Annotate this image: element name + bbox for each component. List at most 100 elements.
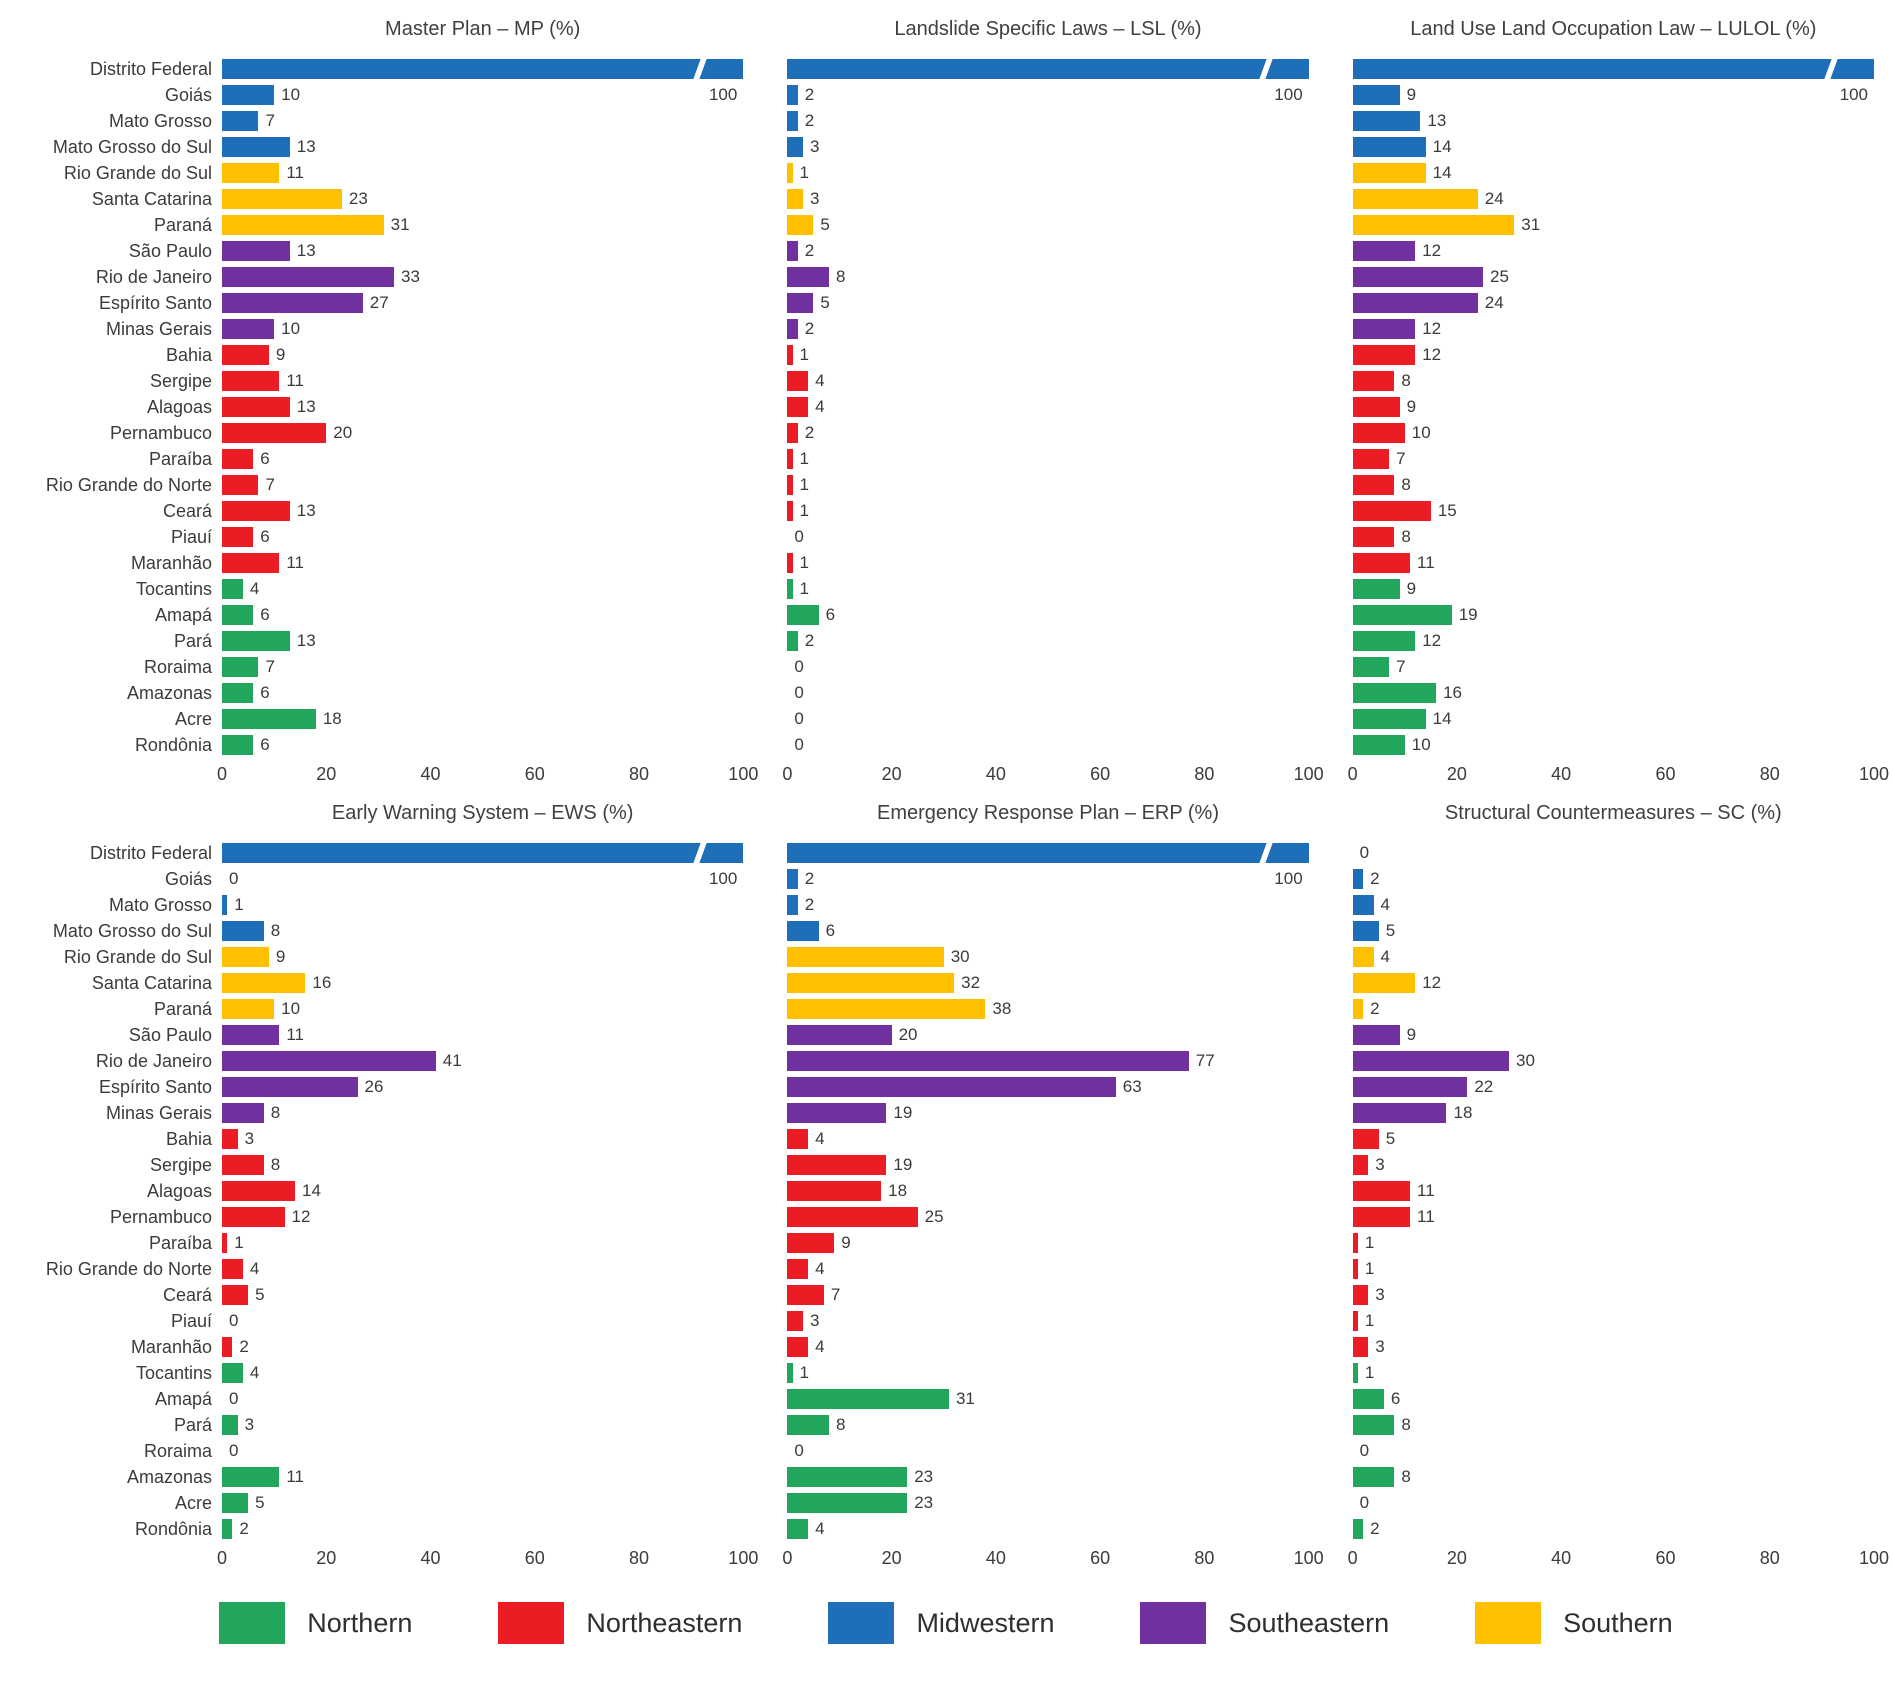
axis-break-mark bbox=[1258, 841, 1274, 865]
bar bbox=[1352, 735, 1405, 755]
value-label: 9 bbox=[1406, 1025, 1417, 1044]
bar-row: 6 bbox=[787, 918, 1308, 944]
bar-row: 1 bbox=[1352, 1230, 1874, 1256]
category-label: Piauí bbox=[170, 1311, 212, 1331]
value-label: 4 bbox=[249, 1259, 260, 1278]
bar bbox=[787, 215, 814, 235]
value-label: 10 bbox=[1411, 423, 1431, 442]
bar-row: 5 bbox=[1352, 1126, 1874, 1152]
bar-row: 0 bbox=[787, 706, 1308, 732]
bar-row: 26 bbox=[222, 1074, 743, 1100]
value-label: 18 bbox=[322, 709, 342, 728]
value-label: 6 bbox=[260, 527, 270, 546]
bar bbox=[1352, 1389, 1384, 1409]
bar bbox=[1352, 1467, 1395, 1487]
bar bbox=[1352, 1415, 1395, 1435]
value-label: 1 bbox=[799, 501, 809, 520]
bar bbox=[787, 1337, 809, 1357]
bar-row: 31 bbox=[1352, 212, 1874, 238]
x-tick-label: 100 bbox=[1293, 1548, 1324, 1568]
value-label: 31 bbox=[1521, 215, 1541, 234]
bar bbox=[787, 841, 1309, 865]
bar-row: 100 bbox=[222, 840, 744, 888]
bar-row: 19 bbox=[787, 1152, 1308, 1178]
bar-row: 9 bbox=[1352, 82, 1874, 108]
value-label: 100 bbox=[1274, 869, 1303, 888]
bar bbox=[787, 869, 798, 889]
value-label: 5 bbox=[1385, 1129, 1396, 1148]
value-label: 12 bbox=[291, 1207, 311, 1226]
bar bbox=[787, 1129, 809, 1149]
value-label: 11 bbox=[286, 553, 304, 572]
value-label: 2 bbox=[804, 111, 815, 130]
bar-row: 2 bbox=[787, 238, 1308, 264]
bar bbox=[787, 1207, 918, 1227]
bar bbox=[787, 57, 1309, 81]
category-label: Sergipe bbox=[149, 371, 212, 391]
value-label: 1 bbox=[1364, 1363, 1375, 1382]
bar bbox=[1352, 1363, 1358, 1383]
bar-row: 12 bbox=[1352, 970, 1874, 996]
bar bbox=[787, 319, 798, 339]
bar-row: 0 bbox=[1353, 1490, 1874, 1516]
x-tick-label: 20 bbox=[881, 764, 902, 784]
legend-swatch-northern bbox=[219, 1602, 286, 1644]
category-label: Rondônia bbox=[134, 735, 212, 755]
bar-row: 2 bbox=[787, 108, 1308, 134]
bar-row: 2 bbox=[787, 892, 1308, 918]
bar-row: 5 bbox=[787, 212, 1308, 238]
bar-row: 100 bbox=[1352, 56, 1874, 104]
value-label: 2 bbox=[804, 631, 815, 650]
bar-row: 41 bbox=[222, 1048, 743, 1074]
value-label: 14 bbox=[1432, 709, 1452, 728]
bar-row: 24 bbox=[1352, 186, 1874, 212]
bar bbox=[1352, 947, 1374, 967]
x-axis: 0 20 40 60 80 100 bbox=[782, 758, 1323, 792]
value-label: 6 bbox=[260, 683, 270, 702]
category-label: São Paulo bbox=[128, 241, 212, 261]
value-label: 4 bbox=[1380, 947, 1390, 966]
value-label: 0 bbox=[229, 1441, 239, 1460]
bar-row: 8 bbox=[222, 918, 743, 944]
value-label: 3 bbox=[244, 1415, 255, 1434]
bar-row: 19 bbox=[1352, 602, 1874, 628]
value-label: 2 bbox=[804, 241, 815, 260]
bar bbox=[1352, 1155, 1369, 1175]
bar-row: 22 bbox=[1352, 1074, 1874, 1100]
category-label: Goiás bbox=[164, 85, 212, 105]
legend-swatch-southern bbox=[1475, 1602, 1542, 1644]
bar-row: 77 bbox=[787, 1048, 1308, 1074]
bar-row: 7 bbox=[222, 654, 743, 680]
x-tick-label: 20 bbox=[316, 1548, 337, 1568]
bar bbox=[787, 1285, 824, 1305]
category-label: Pará bbox=[173, 1415, 212, 1435]
bar bbox=[222, 605, 254, 625]
category-label: Minas Gerais bbox=[105, 319, 212, 339]
legend: Northern Northeastern Midwestern Southeaste… bbox=[0, 1602, 1892, 1644]
value-label: 1 bbox=[799, 449, 809, 468]
bar bbox=[222, 1493, 249, 1513]
bar-row: 11 bbox=[222, 550, 743, 576]
category-label: Espírito Santo bbox=[98, 1077, 212, 1097]
bar-row: 2 bbox=[1352, 996, 1874, 1022]
value-label: 0 bbox=[1359, 843, 1370, 862]
bar-row: 23 bbox=[787, 1464, 1308, 1490]
bar-row: 9 bbox=[787, 1230, 1308, 1256]
bar-row: 8 bbox=[787, 1412, 1308, 1438]
value-label: 26 bbox=[364, 1077, 384, 1096]
bar bbox=[1352, 1077, 1468, 1097]
bar-row: 8 bbox=[787, 264, 1308, 290]
value-label: 2 bbox=[804, 895, 815, 914]
bar-row: 2 bbox=[787, 82, 1308, 108]
bar-row: 38 bbox=[787, 996, 1308, 1022]
bar bbox=[222, 215, 384, 235]
bar-row: 5 bbox=[1352, 918, 1874, 944]
bar-row: 0 bbox=[787, 654, 1308, 680]
value-label: 25 bbox=[924, 1207, 944, 1226]
bar bbox=[787, 371, 809, 391]
value-label: 14 bbox=[301, 1181, 321, 1200]
value-label: 9 bbox=[841, 1233, 851, 1252]
category-label: Espírito Santo bbox=[98, 293, 212, 313]
bar-row: 6 bbox=[222, 524, 743, 550]
category-label: Pernambuco bbox=[109, 1207, 212, 1227]
